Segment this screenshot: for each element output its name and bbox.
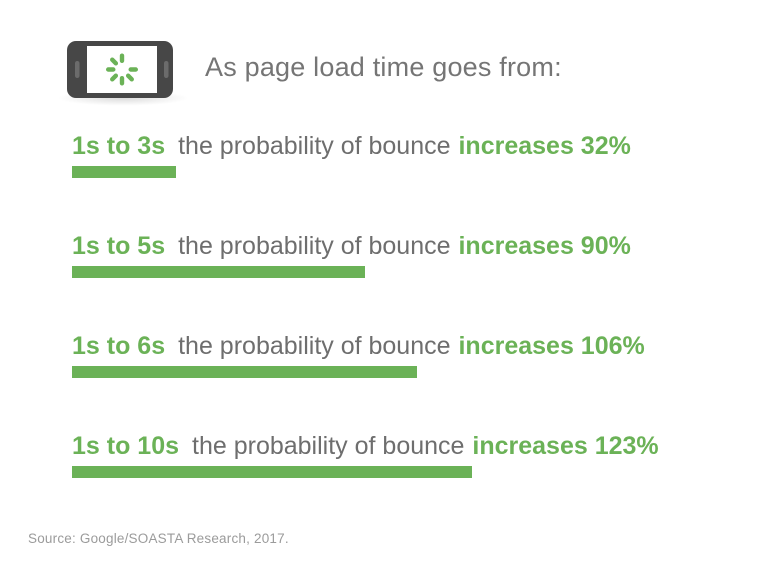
row-description: the probability of bounce <box>178 232 451 260</box>
bounce-increase-value: increases 123% <box>472 432 659 460</box>
row-text: 1s to 10s the probability of bounce incre… <box>72 430 659 462</box>
phone-left-button <box>75 61 80 78</box>
bounce-increase-value: increases 106% <box>458 332 645 360</box>
load-time-range: 1s to 10s <box>72 432 180 460</box>
loading-spinner-icon <box>106 53 138 86</box>
phone-loading-svg <box>67 41 173 98</box>
row-text: 1s to 3s the probability of bounce increa… <box>72 130 631 162</box>
page-title: As page load time goes from: <box>205 52 562 82</box>
bounce-row-1s-5s: 1s to 5s the probability of bounce increa… <box>72 230 631 278</box>
bounce-bar <box>72 466 472 478</box>
load-time-range: 1s to 6s <box>72 332 166 360</box>
row-description: the probability of bounce <box>192 432 465 460</box>
load-time-range: 1s to 5s <box>72 232 166 260</box>
row-description: the probability of bounce <box>178 132 451 160</box>
bounce-row-1s-3s: 1s to 3s the probability of bounce increa… <box>72 130 631 178</box>
bounce-increase-value: increases 32% <box>458 132 631 160</box>
phone-right-button <box>164 61 169 78</box>
bounce-row-1s-6s: 1s to 6s the probability of bounce increa… <box>72 330 645 378</box>
bounce-bar <box>72 166 176 178</box>
bounce-bar <box>72 266 365 278</box>
phone-screen <box>87 46 157 93</box>
source-attribution: Source: Google/SOASTA Research, 2017. <box>28 531 289 546</box>
row-text: 1s to 6s the probability of bounce increa… <box>72 330 645 362</box>
load-time-range: 1s to 3s <box>72 132 166 160</box>
bounce-bar <box>72 366 417 378</box>
phone-landscape-icon <box>64 38 184 108</box>
row-description: the probability of bounce <box>178 332 451 360</box>
bounce-increase-value: increases 90% <box>458 232 631 260</box>
row-text: 1s to 5s the probability of bounce increa… <box>72 230 631 262</box>
bounce-row-1s-10s: 1s to 10s the probability of bounce incre… <box>72 430 659 478</box>
